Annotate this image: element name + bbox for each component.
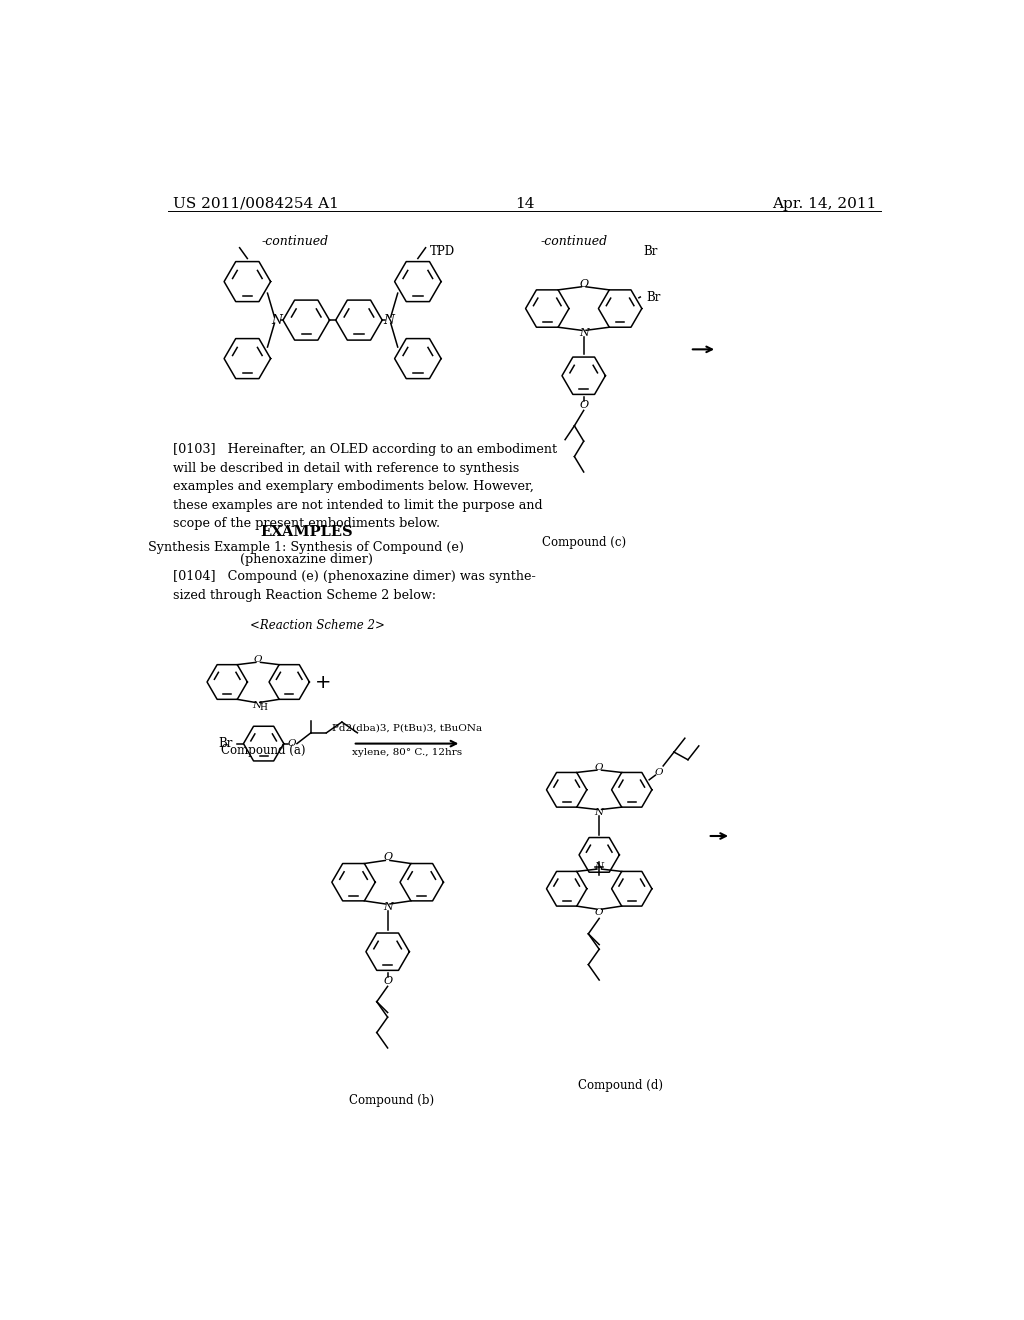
Text: N: N: [595, 808, 604, 817]
Text: [0104]   Compound (e) (phenoxazine dimer) was synthe-
sized through Reaction Sch: [0104] Compound (e) (phenoxazine dimer) …: [173, 570, 536, 602]
Text: Apr. 14, 2011: Apr. 14, 2011: [772, 197, 877, 211]
Text: O: O: [254, 655, 262, 664]
Text: Br: Br: [643, 244, 657, 257]
Text: [0103]   Hereinafter, an OLED according to an embodiment
will be described in de: [0103] Hereinafter, an OLED according to…: [173, 444, 557, 531]
Text: O: O: [595, 763, 603, 772]
Text: N: N: [595, 862, 604, 870]
Text: Compound (c): Compound (c): [542, 536, 626, 549]
Text: O: O: [383, 975, 392, 986]
Text: <Reaction Scheme 2>: <Reaction Scheme 2>: [251, 619, 385, 632]
Text: 14: 14: [515, 197, 535, 211]
Text: O: O: [580, 400, 588, 411]
Text: US 2011/0084254 A1: US 2011/0084254 A1: [173, 197, 339, 211]
Text: +: +: [315, 672, 332, 692]
Text: Compound (a): Compound (a): [221, 743, 306, 756]
Text: O: O: [288, 739, 296, 748]
Text: N: N: [383, 902, 392, 912]
Text: O: O: [654, 768, 663, 776]
Text: -continued: -continued: [540, 235, 607, 248]
Text: O: O: [383, 853, 392, 862]
Text: Pd2(dba)3, P(tBu)3, tBuONa: Pd2(dba)3, P(tBu)3, tBuONa: [332, 723, 482, 733]
Text: N: N: [579, 329, 589, 338]
Text: Br: Br: [646, 290, 660, 304]
Text: Synthesis Example 1: Synthesis of Compound (e): Synthesis Example 1: Synthesis of Compou…: [148, 541, 464, 554]
Text: Br: Br: [218, 737, 232, 750]
Text: EXAMPLES: EXAMPLES: [260, 525, 352, 539]
Text: TPD: TPD: [430, 246, 456, 259]
Text: (phenoxazine dimer): (phenoxazine dimer): [240, 553, 373, 566]
Text: H: H: [260, 704, 267, 713]
Text: -continued: -continued: [261, 235, 328, 248]
Text: O: O: [580, 279, 588, 289]
Text: Compound (d): Compound (d): [578, 1078, 663, 1092]
Text: N: N: [271, 314, 283, 326]
Text: Compound (b): Compound (b): [349, 1094, 434, 1107]
Text: xylene, 80° C., 12hrs: xylene, 80° C., 12hrs: [352, 748, 462, 758]
Text: N: N: [383, 314, 394, 326]
Text: N: N: [252, 701, 261, 710]
Text: O: O: [595, 908, 603, 917]
